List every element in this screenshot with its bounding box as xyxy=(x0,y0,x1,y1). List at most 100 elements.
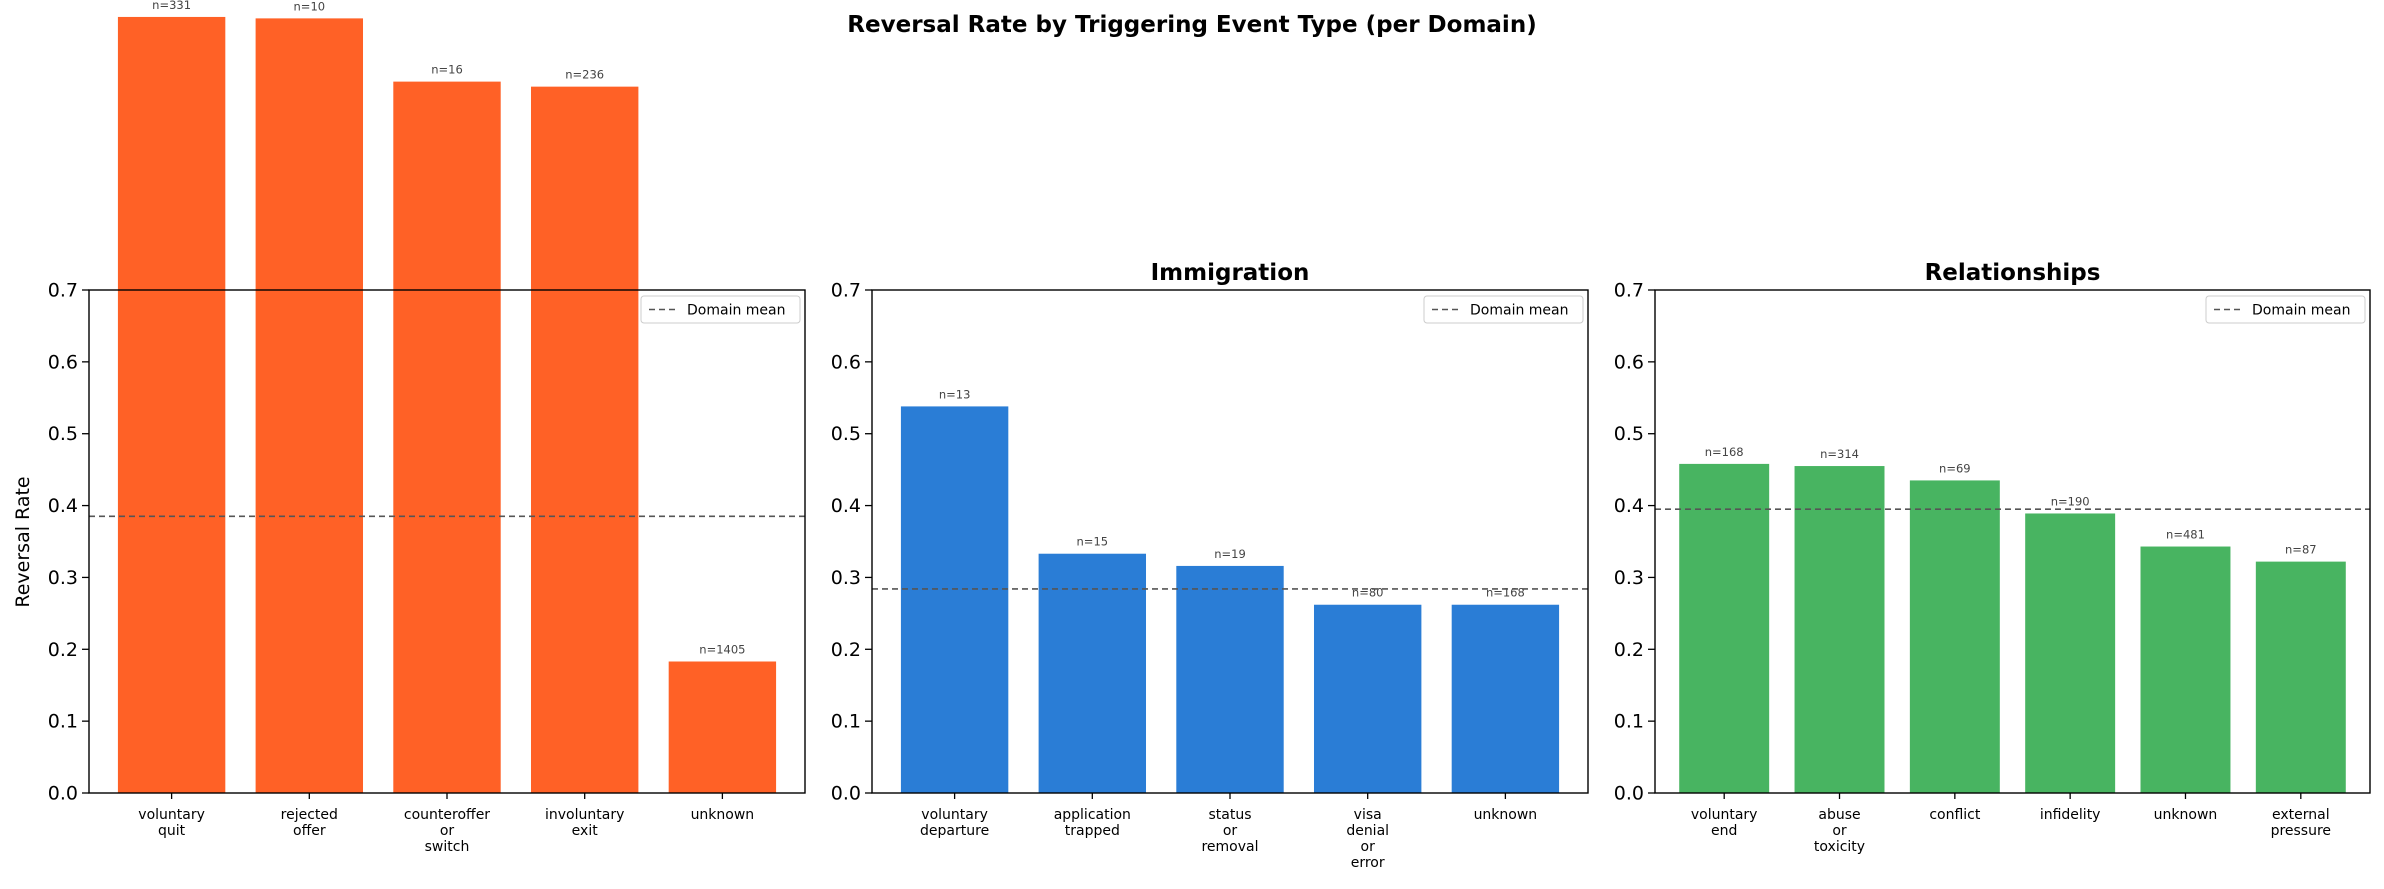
x-tick-label: or xyxy=(440,823,455,839)
y-tick-label: 0.1 xyxy=(831,711,861,733)
x-tick-label: infidelity xyxy=(2040,807,2101,823)
bar xyxy=(2255,561,2346,793)
x-tick-label: external xyxy=(2272,807,2330,823)
x-tick-label: toxicity xyxy=(1814,839,1865,855)
legend-label: Domain mean xyxy=(687,303,785,319)
bar xyxy=(900,406,1009,793)
bar xyxy=(1176,565,1284,793)
bar-count-label: n=168 xyxy=(1486,586,1525,600)
x-tick-label: switch xyxy=(425,839,470,855)
y-tick-label: 0.2 xyxy=(1614,639,1644,661)
legend: Domain mean xyxy=(2205,295,2366,324)
y-tick-label: 0.0 xyxy=(1614,783,1644,805)
y-tick-label: 0.6 xyxy=(831,351,861,373)
y-tick-label: 0.3 xyxy=(48,567,78,589)
axes-frame xyxy=(1654,289,2371,794)
bar xyxy=(1451,604,1560,793)
x-tick-label: voluntary xyxy=(1691,807,1758,823)
bar-count-label: n=481 xyxy=(2166,528,2205,542)
y-tick-label: 0.3 xyxy=(831,567,861,589)
x-tick-label: or xyxy=(1832,823,1847,839)
x-tick-label: visa xyxy=(1354,807,1382,823)
x-tick-label: unknown xyxy=(2154,807,2218,823)
y-tick-label: 0.5 xyxy=(831,423,861,445)
y-tick-label: 0.5 xyxy=(48,423,78,445)
subplots: Career0.00.10.20.30.40.50.60.7n=331volun… xyxy=(48,0,2371,871)
x-tick-label: counteroffer xyxy=(404,807,490,823)
y-tick-label: 0.4 xyxy=(48,495,78,517)
bar-count-label: n=19 xyxy=(1214,547,1246,561)
legend: Domain mean xyxy=(1423,295,1584,324)
subplot-relationships: Relationships 0.0 0.1 0.2 0.3 0.4 0.5 0.6 0.7 n=1… xyxy=(1614,260,2371,855)
legend: Domain mean xyxy=(640,295,801,324)
x-tick-label: removal xyxy=(1201,839,1258,855)
bar-count-label: n=16 xyxy=(431,63,463,77)
bar-count-label: n=13 xyxy=(939,387,971,401)
bar xyxy=(117,16,226,793)
y-tick-label: 0.4 xyxy=(1614,495,1644,517)
subplot-immigration: Immigration 0.0 0.1 0.2 0.3 0.4 0.5 0.6 0.7 n=13 v… xyxy=(831,260,1589,871)
bar xyxy=(2025,513,2116,793)
x-tick-label: error xyxy=(1351,855,1385,871)
legend-box xyxy=(2205,295,2366,324)
y-tick-label: 0.2 xyxy=(831,639,861,661)
bar-count-label: n=15 xyxy=(1077,535,1109,549)
y-axis-label: Reversal Rate xyxy=(12,476,34,607)
bar-count-label: n=10 xyxy=(294,0,326,13)
bar-count-label: n=87 xyxy=(2285,543,2317,557)
legend-label: Domain mean xyxy=(1470,303,1568,319)
bar xyxy=(1679,463,1770,793)
bar xyxy=(1038,553,1147,793)
axes-frame xyxy=(871,289,1589,794)
bar xyxy=(393,81,501,794)
x-tick-label: trapped xyxy=(1065,823,1120,839)
x-tick-label: unknown xyxy=(1474,807,1538,823)
bar xyxy=(530,86,639,793)
x-tick-label: abuse xyxy=(1818,807,1860,823)
x-tick-label: unknown xyxy=(691,807,755,823)
y-tick-label: 0.5 xyxy=(1614,423,1644,445)
bar-count-label: n=80 xyxy=(1352,586,1384,600)
bar xyxy=(1794,466,1885,793)
x-tick-label: voluntary xyxy=(138,807,205,823)
axes-frame xyxy=(88,289,806,794)
bar-count-label: n=1405 xyxy=(699,643,745,657)
figure-title: Reversal Rate by Triggering Event Type (… xyxy=(847,12,1536,38)
x-tick-label: or xyxy=(1361,839,1376,855)
bar-count-label: n=314 xyxy=(1820,447,1859,461)
bar xyxy=(2140,546,2231,793)
y-tick-label: 0.3 xyxy=(1614,567,1644,589)
y-tick-label: 0.6 xyxy=(48,351,78,373)
subplot-title: Relationships xyxy=(1925,260,2101,286)
subplot-title: Immigration xyxy=(1151,260,1310,286)
x-tick-label: rejected xyxy=(281,807,338,823)
x-tick-label: or xyxy=(1223,823,1238,839)
x-tick-label: departure xyxy=(920,823,989,839)
x-tick-label: denial xyxy=(1346,823,1389,839)
y-tick-label: 0.1 xyxy=(1614,711,1644,733)
x-tick-label: application xyxy=(1054,807,1131,823)
bar xyxy=(1909,480,2000,793)
legend-box xyxy=(1423,295,1584,324)
y-tick-label: 0.7 xyxy=(48,280,78,302)
x-tick-label: pressure xyxy=(2271,823,2331,839)
bar-count-label: n=236 xyxy=(565,68,604,82)
x-tick-label: quit xyxy=(158,823,186,839)
bar xyxy=(255,18,364,793)
y-tick-label: 0.1 xyxy=(48,711,78,733)
legend-box xyxy=(640,295,801,324)
subplot-career: Career0.00.10.20.30.40.50.60.7n=331volun… xyxy=(48,0,806,855)
y-tick-label: 0.0 xyxy=(831,783,861,805)
x-tick-label: conflict xyxy=(1929,807,1981,823)
y-tick-label: 0.0 xyxy=(48,783,78,805)
x-tick-label: involuntary xyxy=(545,807,624,823)
bar xyxy=(668,661,777,793)
bar-count-label: n=331 xyxy=(152,0,191,12)
x-tick-label: end xyxy=(1711,823,1737,839)
x-tick-label: exit xyxy=(572,823,599,839)
y-tick-label: 0.6 xyxy=(1614,351,1644,373)
bar-count-label: n=69 xyxy=(1939,461,1971,475)
bar xyxy=(1313,604,1422,793)
x-tick-label: offer xyxy=(293,823,326,839)
